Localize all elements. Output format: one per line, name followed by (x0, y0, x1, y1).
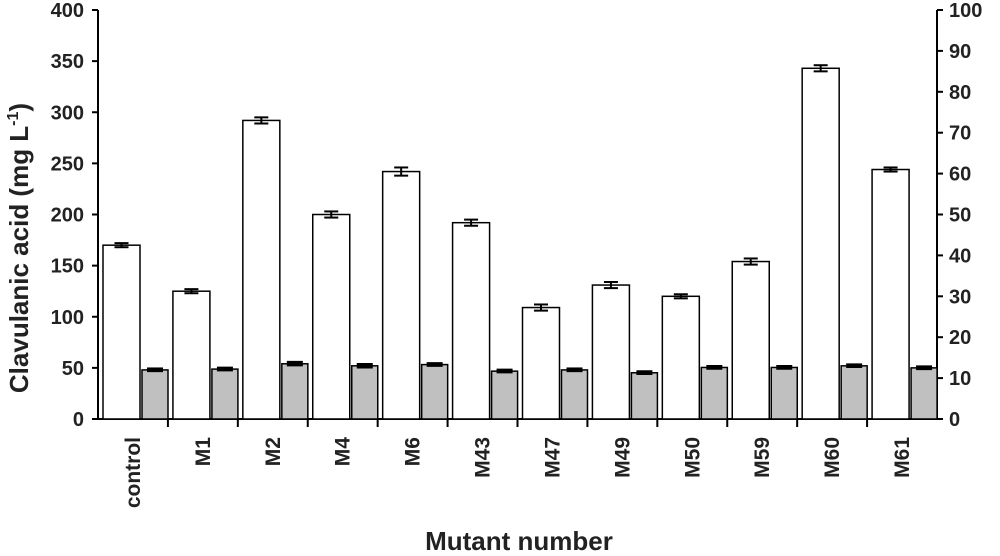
right-tick-label: 50 (949, 205, 971, 227)
left-tick-label: 0 (73, 409, 84, 431)
category-label: M47 (541, 437, 564, 478)
category-labels: control M1 M2 M4 M6 M43 M47 M49 M50 M59 M60 M61 (122, 419, 914, 508)
category-label: M2 (262, 437, 285, 466)
bar-left-series (242, 119, 281, 420)
right-tick-label: 0 (949, 409, 960, 431)
bar-left-series (591, 284, 631, 420)
x-axis-title: Mutant number (425, 526, 613, 556)
bar-right-series (910, 367, 938, 420)
right-tick-label: 40 (949, 245, 971, 267)
bar-right-series (840, 365, 868, 420)
bar-right-series (560, 369, 589, 420)
category-label: M1 (192, 437, 215, 466)
left-tick-label: 250 (51, 153, 84, 175)
right-axis: 0 10 20 30 40 50 60 70 80 90 100 (937, 0, 982, 431)
bar-right-series (630, 372, 659, 420)
left-tick-label: 300 (51, 102, 84, 124)
bar-right-series (141, 369, 169, 420)
bar-left-series (102, 244, 141, 420)
bar-left-series (731, 260, 770, 420)
right-tick-label: 30 (949, 286, 971, 308)
right-tick-label: 90 (949, 41, 971, 63)
bar-right-series (281, 363, 309, 420)
left-tick-label: 150 (51, 256, 84, 278)
left-tick-label: 50 (62, 358, 84, 380)
bar-left-series (172, 290, 211, 420)
right-tick-label: 60 (949, 164, 971, 186)
category-label: M4 (332, 437, 355, 466)
bar-left-series (381, 170, 421, 420)
bar-left-series (871, 168, 910, 420)
left-tick-label: 400 (51, 0, 84, 22)
left-tick-label: 100 (51, 307, 84, 329)
category-label: M59 (751, 437, 774, 478)
category-label: M61 (891, 437, 914, 478)
bar-left-series (451, 221, 491, 420)
bar-left-series (801, 67, 840, 420)
bars (102, 64, 938, 420)
category-label: M43 (472, 437, 495, 478)
y-axis-title: Clavulanic acid (mg L-1) (4, 103, 34, 393)
right-tick-label: 70 (949, 123, 971, 145)
category-label: M50 (681, 437, 704, 478)
right-tick-label: 20 (949, 327, 971, 349)
left-tick-label: 350 (51, 51, 84, 73)
category-label: control (122, 437, 145, 508)
left-tick-label: 200 (51, 205, 84, 227)
right-tick-label: 10 (949, 368, 971, 390)
left-axis: 0 50 100 150 200 250 300 350 400 (51, 0, 98, 431)
category-label: M49 (611, 437, 634, 478)
bar-right-series (420, 363, 449, 420)
right-tick-label: 100 (949, 0, 982, 22)
category-label: M6 (402, 437, 425, 466)
bar-right-series (700, 366, 729, 420)
right-tick-label: 80 (949, 82, 971, 104)
bar-right-series (490, 370, 519, 420)
category-label: M60 (821, 437, 844, 478)
bar-left-series (521, 306, 561, 420)
bar-left-series (661, 295, 701, 420)
bar-right-series (351, 365, 379, 420)
bar-left-series (312, 213, 351, 420)
bar-right-series (211, 368, 239, 420)
bar-right-series (770, 366, 798, 420)
